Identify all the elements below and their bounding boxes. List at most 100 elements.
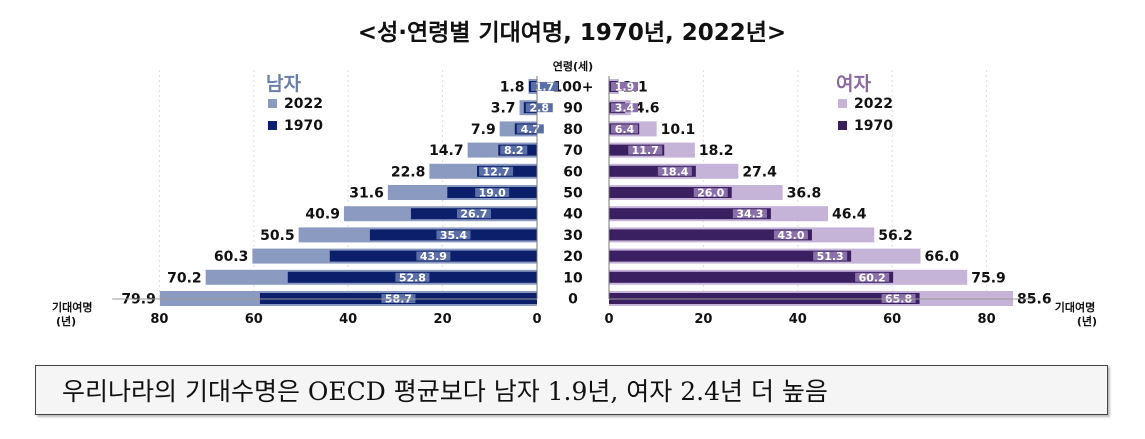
female-1970-label-box bbox=[855, 272, 890, 282]
male-2022-value-label: 40.9 bbox=[305, 207, 340, 223]
summary-box: 우리나라의 기대수명은 OECD 평균보다 남자 1.9년, 여자 2.4년 더… bbox=[35, 365, 1108, 415]
male-tick-label: 0 bbox=[532, 312, 541, 327]
male-1970-value-label: 52.8 bbox=[399, 271, 426, 284]
age-label: 40 bbox=[563, 207, 583, 223]
female-2022-value-label: 75.9 bbox=[971, 270, 1006, 286]
female-1970-bar bbox=[609, 187, 732, 198]
male-1970-value-label: 8.2 bbox=[504, 144, 524, 157]
age-label: 10 bbox=[563, 270, 583, 286]
female-tick-label: 80 bbox=[978, 312, 996, 327]
female-tick-label: 40 bbox=[789, 312, 807, 327]
male-1970-label-box bbox=[500, 145, 528, 155]
female-1970-label-box bbox=[611, 82, 638, 91]
center-axis-label: 연령(세) bbox=[553, 59, 593, 73]
male-legend-swatch bbox=[268, 121, 277, 130]
age-label: 50 bbox=[563, 186, 583, 202]
female-legend-swatch bbox=[838, 121, 847, 130]
female-2022-value-label: 85.6 bbox=[1017, 292, 1052, 308]
female-2022-value-label: 56.2 bbox=[878, 228, 913, 244]
male-2022-value-label: 1.8 bbox=[500, 80, 525, 96]
female-1970-bar bbox=[609, 208, 771, 220]
male-1970-label-box bbox=[516, 124, 544, 134]
female-1970-label-box bbox=[611, 124, 638, 134]
male-legend-label: 2022 bbox=[284, 96, 323, 112]
summary-text: 우리나라의 기대수명은 OECD 평균보다 남자 1.9년, 여자 2.4년 더… bbox=[62, 377, 828, 406]
male-2022-value-label: 50.5 bbox=[260, 228, 295, 244]
female-2022-value-label: 4.6 bbox=[635, 101, 660, 117]
female-1970-value-label: 26.0 bbox=[697, 187, 724, 200]
female-1970-bar bbox=[609, 271, 894, 283]
male-1970-label-box bbox=[525, 103, 553, 113]
male-axis-label: 기대여명 bbox=[52, 300, 92, 314]
female-1970-value-label: 51.3 bbox=[817, 250, 844, 263]
male-legend-label: 1970 bbox=[284, 118, 323, 134]
female-2022-value-label: 36.8 bbox=[787, 186, 822, 202]
female-2022-value-label: 27.4 bbox=[742, 164, 777, 180]
female-2022-value-label: 18.2 bbox=[699, 143, 734, 159]
female-tick-label: 0 bbox=[604, 312, 613, 327]
chart-layer: 연령(세) 100+ 90 80 70 60 50 40 30 20 10 0 1.8 1.7 3.7 2.8… bbox=[52, 59, 1097, 328]
male-1970-label-box bbox=[479, 166, 514, 176]
male-1970-value-label: 35.4 bbox=[440, 229, 467, 242]
male-1970-value-label: 19.0 bbox=[479, 187, 506, 200]
female-legend-label: 2022 bbox=[854, 96, 893, 112]
male-axis-unit: (년) bbox=[56, 314, 76, 328]
population-pyramid-chart: <성·연령별 기대여명, 1970년, 2022년> 연령(세) 100+ 90 80… bbox=[52, 20, 1097, 328]
male-tick-label: 40 bbox=[339, 312, 357, 327]
male-1970-label-box bbox=[530, 82, 558, 91]
female-2022-value-label: 66.0 bbox=[925, 249, 960, 265]
male-2022-value-label: 3.7 bbox=[491, 101, 516, 117]
female-2022-value-label: 46.4 bbox=[832, 207, 867, 223]
female-1970-bar bbox=[609, 229, 812, 241]
female-1970-bar bbox=[609, 165, 696, 177]
female-1970-bar bbox=[609, 250, 852, 262]
female-1970-value-label: 34.3 bbox=[736, 208, 763, 221]
male-1970-value-label: 12.7 bbox=[482, 165, 509, 178]
male-tick-label: 20 bbox=[434, 312, 452, 327]
male-2022-value-label: 70.2 bbox=[167, 270, 202, 286]
female-1970-label-box bbox=[773, 230, 808, 240]
female-1970-value-label: 18.4 bbox=[661, 165, 688, 178]
male-tick-label: 80 bbox=[150, 312, 168, 327]
female-legend-swatch bbox=[838, 99, 847, 108]
female-axis-unit: (년) bbox=[1077, 314, 1097, 328]
male-1970-value-label: 43.9 bbox=[420, 250, 447, 263]
male-2022-value-label: 22.8 bbox=[391, 164, 426, 180]
age-label: 0 bbox=[568, 292, 578, 308]
male-1970-label-box bbox=[436, 230, 471, 240]
male-1970-value-label: 1.7 bbox=[535, 81, 555, 94]
female-1970-label-box bbox=[657, 166, 692, 176]
female-2022-value-label: 10.1 bbox=[661, 122, 696, 138]
male-1970-value-label: 26.7 bbox=[460, 208, 487, 221]
male-2022-value-label: 7.9 bbox=[471, 122, 496, 138]
female-1970-value-label: 6.4 bbox=[615, 123, 635, 136]
male-legend-swatch bbox=[268, 99, 277, 108]
age-label: 80 bbox=[563, 122, 583, 138]
male-2022-value-label: 60.3 bbox=[214, 249, 249, 265]
female-axis-label: 기대여명 bbox=[1055, 300, 1095, 314]
male-1970-label-box bbox=[456, 209, 491, 219]
male-1970-value-label: 2.8 bbox=[530, 102, 550, 115]
age-label: 90 bbox=[563, 101, 583, 117]
female-tick-label: 60 bbox=[883, 312, 901, 327]
male-1970-label-box bbox=[416, 251, 451, 261]
age-label: 60 bbox=[563, 164, 583, 180]
female-1970-label-box bbox=[693, 188, 728, 197]
male-tick-label: 60 bbox=[245, 312, 263, 327]
age-label: 70 bbox=[563, 143, 583, 159]
male-1970-value-label: 4.7 bbox=[521, 123, 541, 136]
female-1970-value-label: 43.0 bbox=[777, 229, 804, 242]
age-label: 20 bbox=[563, 249, 583, 265]
female-1970-value-label: 11.7 bbox=[632, 144, 659, 157]
female-1970-label-box bbox=[813, 251, 848, 261]
female-1970-label-box bbox=[611, 103, 638, 113]
age-label: 30 bbox=[563, 228, 583, 244]
female-tick-label: 20 bbox=[694, 312, 712, 327]
female-1970-value-label: 3.4 bbox=[615, 102, 635, 115]
female-legend-title: 여자 bbox=[836, 73, 871, 95]
age-label: 100+ bbox=[553, 80, 594, 96]
female-1970-label-box bbox=[628, 145, 663, 155]
male-1970-label-box bbox=[395, 272, 430, 282]
female-legend-label: 1970 bbox=[854, 118, 893, 134]
male-2022-value-label: 31.6 bbox=[349, 186, 384, 202]
